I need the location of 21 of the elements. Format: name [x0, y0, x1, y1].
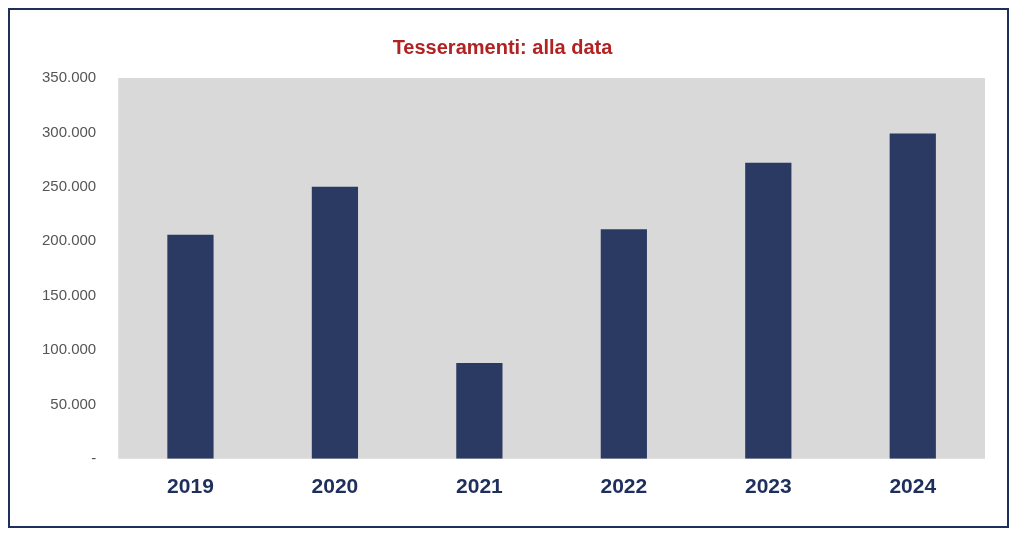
x-tick-label: 2024 [889, 474, 937, 498]
y-tick-label: 350.000 [41, 68, 97, 86]
y-tick-label: 250.000 [41, 176, 97, 194]
y-tick-label: 100.000 [41, 340, 97, 358]
y-tick-label: 50.000 [50, 394, 97, 412]
chart-title: Tesseramenti: alla data [392, 35, 614, 58]
bar [889, 133, 936, 459]
bar [600, 229, 647, 459]
x-tick-label: 2023 [744, 474, 792, 498]
x-tick-label: 2022 [600, 474, 648, 498]
bar [167, 234, 214, 459]
bar [311, 186, 359, 459]
y-tick-label: 300.000 [41, 122, 97, 140]
x-tick-label: 2019 [167, 474, 214, 498]
bar [745, 162, 792, 459]
y-tick-label: 200.000 [41, 231, 97, 249]
y-tick-label: - [91, 448, 97, 466]
x-tick-label: 2020 [311, 474, 359, 498]
bar [456, 363, 503, 459]
x-tick-label: 2021 [456, 474, 504, 498]
y-tick-label: 150.000 [41, 285, 97, 303]
